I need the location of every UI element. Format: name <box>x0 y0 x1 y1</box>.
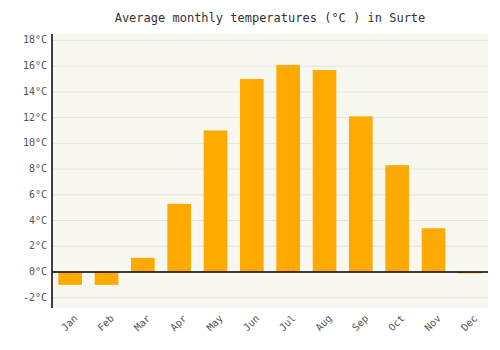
grid-line <box>52 194 488 195</box>
grid-line <box>52 143 488 144</box>
title: Average monthly temperatures (°C ) in Su… <box>115 11 426 25</box>
chart: -2°C 0°C 2°C 4°C 6°C 8°C 10°C 12°C 14°C 16°C 18°C J… <box>0 0 500 350</box>
y-tick-label: 4°C <box>29 215 47 226</box>
y-tick-label: 10°C <box>23 137 47 148</box>
x-tick-label: Feb <box>95 313 116 334</box>
grid <box>52 40 488 297</box>
y-tick-label: 8°C <box>29 163 47 174</box>
y-tick-label: 12°C <box>23 112 47 123</box>
bar <box>422 228 446 272</box>
x-tick-label: Mar <box>132 313 153 334</box>
y-tick-label: 6°C <box>29 189 47 200</box>
y-tick-label: 2°C <box>29 240 47 251</box>
y-axis-line <box>51 34 53 308</box>
grid-line <box>52 117 488 118</box>
bar <box>240 79 264 272</box>
bar <box>349 116 373 272</box>
y-tick-label: 14°C <box>23 86 47 97</box>
grid-line <box>52 220 488 221</box>
grid-line <box>52 66 488 67</box>
bar <box>385 165 409 272</box>
plot-background <box>52 34 488 308</box>
x-tick-label: Nov <box>422 313 443 334</box>
bar <box>131 258 155 272</box>
bar <box>95 272 119 285</box>
x-tick-label: Apr <box>168 313 189 334</box>
y-tick-labels: -2°C 0°C 2°C 4°C 6°C 8°C 10°C 12°C 14°C 16°C 18°C <box>23 34 47 302</box>
x-tick-label: Oct <box>386 313 407 334</box>
grid-line <box>52 40 488 41</box>
x-tick-label: Sep <box>350 313 371 334</box>
zero-line <box>52 271 488 273</box>
bar <box>313 70 337 272</box>
y-tick-label: -2°C <box>23 292 47 303</box>
x-tick-label: Jul <box>277 313 298 334</box>
bars <box>58 65 481 285</box>
x-tick-label: Jun <box>241 313 262 334</box>
bar <box>167 204 191 272</box>
grid-line <box>52 91 488 92</box>
bar <box>276 65 300 272</box>
bar <box>58 272 82 285</box>
x-tick-label: Aug <box>313 313 334 334</box>
bar <box>204 130 228 272</box>
y-tick-label: 16°C <box>23 60 47 71</box>
x-tick-label: Jan <box>59 313 80 334</box>
x-tick-labels: Jan Feb Mar Apr May Jun Jul Aug Sep Oct Nov Dec <box>59 313 479 334</box>
y-tick-label: 0°C <box>29 266 47 277</box>
grid-line <box>52 297 488 298</box>
x-tick-label: May <box>204 313 225 334</box>
grid-line <box>52 169 488 170</box>
grid-line <box>52 271 488 272</box>
y-tick-label: 18°C <box>23 34 47 45</box>
x-tick-label: Dec <box>459 313 480 334</box>
